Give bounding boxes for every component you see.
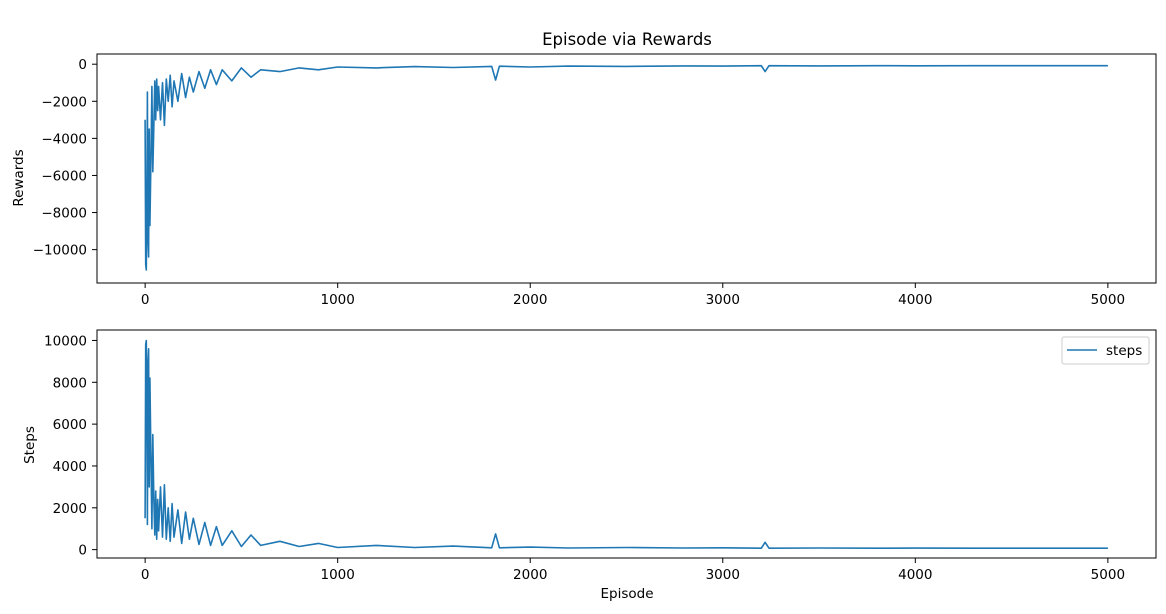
steps-plot-frame <box>96 329 1157 559</box>
steps-y-tick-label: 0 <box>78 543 87 559</box>
rewards-x-tick-label: 1000 <box>321 292 355 308</box>
steps-ticks: 0 1000 2000 3000 4000 5000 0 2000 4000 6000 8000 10… <box>44 333 1125 583</box>
rewards-y-tick-label: −4000 <box>41 131 87 147</box>
steps-x-tick-label: 2000 <box>513 567 547 583</box>
rewards-series-line <box>144 64 1108 271</box>
rewards-subplot: Episode via Rewards Rewards 0 1000 2000 300… <box>11 30 1157 308</box>
rewards-chart-title: Episode via Rewards <box>542 30 712 49</box>
steps-x-tick-label: 4000 <box>898 567 932 583</box>
rewards-y-tick-label: −2000 <box>41 94 87 110</box>
rewards-x-tick-label: 5000 <box>1091 292 1125 308</box>
steps-legend: steps <box>1061 336 1150 365</box>
rewards-x-tick-label: 4000 <box>898 292 932 308</box>
steps-y-tick-label: 2000 <box>53 501 87 517</box>
rewards-y-tick-label: −8000 <box>41 206 87 222</box>
steps-series-line <box>144 339 1108 550</box>
steps-x-tick-label: 0 <box>141 567 150 583</box>
rewards-x-tick-label: 2000 <box>513 292 547 308</box>
steps-series <box>144 339 1108 550</box>
rewards-y-tick-label: −6000 <box>41 168 87 184</box>
legend-steps-label: steps <box>1106 343 1142 359</box>
rewards-y-tick-label: −10000 <box>33 243 87 259</box>
rewards-ticks: 0 1000 2000 3000 4000 5000 0 −2000 −4000 −6000 −80… <box>33 57 1125 308</box>
steps-y-tick-label: 4000 <box>53 459 87 475</box>
rewards-y-tick-label: 0 <box>78 57 87 73</box>
steps-x-tick-label: 5000 <box>1091 567 1125 583</box>
steps-x-tick-label: 3000 <box>706 567 740 583</box>
rewards-y-axis-label: Rewards <box>11 149 27 206</box>
rewards-plot-frame <box>96 53 1157 284</box>
rewards-series <box>144 64 1108 271</box>
steps-x-axis-label: Episode <box>600 586 653 602</box>
steps-y-tick-label: 6000 <box>53 417 87 433</box>
rewards-x-tick-label: 3000 <box>706 292 740 308</box>
steps-y-tick-label: 10000 <box>44 333 87 349</box>
steps-y-tick-label: 8000 <box>53 375 87 391</box>
rewards-x-tick-label: 0 <box>141 292 150 308</box>
steps-subplot: Episode Steps 0 1000 2000 3000 4000 5000 0 2000… <box>22 329 1157 602</box>
steps-x-tick-label: 1000 <box>321 567 355 583</box>
legend-box <box>1061 336 1150 365</box>
steps-y-axis-label: Steps <box>22 426 38 464</box>
